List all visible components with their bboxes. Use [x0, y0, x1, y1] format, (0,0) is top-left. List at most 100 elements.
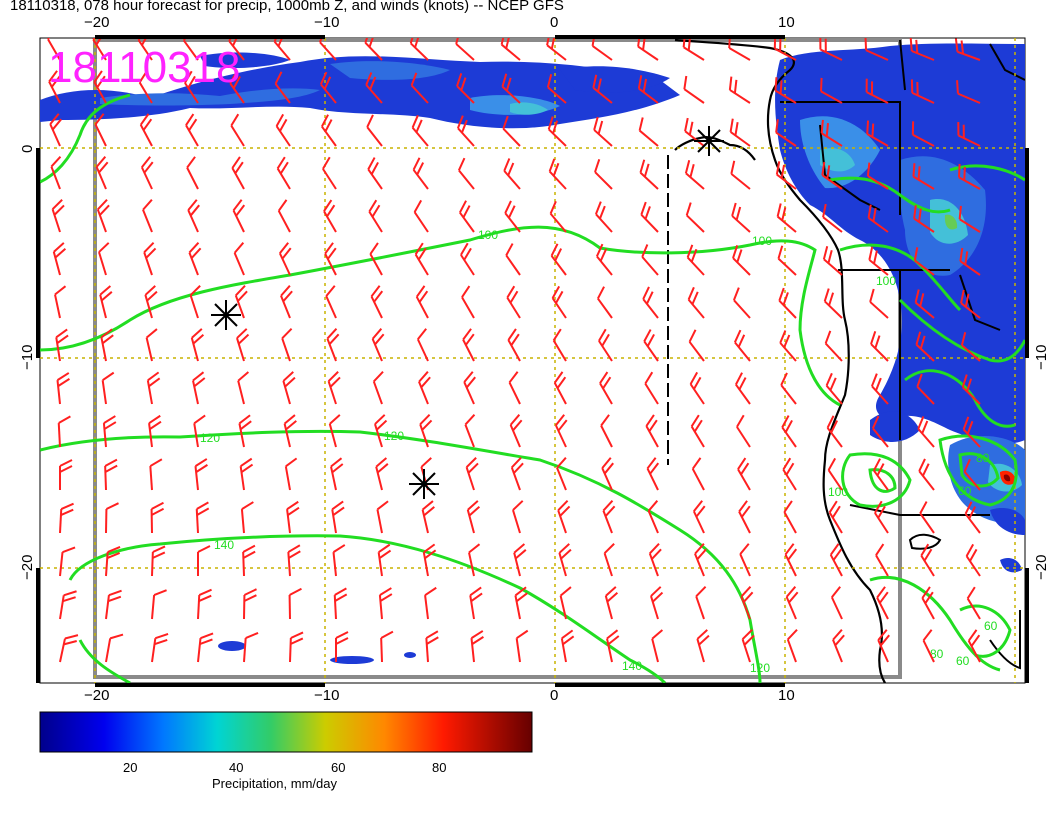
- wind-barb: [781, 415, 797, 448]
- lat-tick-label: −10: [19, 345, 36, 370]
- wind-barb: [546, 38, 567, 61]
- wind-barb: [557, 500, 571, 534]
- wind-barb: [470, 630, 484, 663]
- wind-barb: [148, 414, 162, 448]
- wind-barb: [364, 38, 383, 61]
- wind-barb: [865, 78, 889, 104]
- wind-barb: [59, 459, 73, 490]
- wind-barb: [823, 288, 843, 319]
- wind-barb: [370, 285, 384, 319]
- wind-barb: [509, 414, 523, 448]
- wind-barb: [366, 114, 383, 147]
- wind-barb: [456, 72, 475, 104]
- wind-barb: [913, 205, 935, 233]
- wind-barb: [243, 588, 257, 620]
- contour-label: 120: [750, 661, 770, 675]
- wind-barb: [960, 332, 981, 362]
- wind-barb: [603, 543, 615, 577]
- wind-barb: [501, 73, 521, 104]
- colorbar-tick: 40: [229, 760, 243, 775]
- wind-barb: [512, 500, 524, 534]
- wind-barb: [92, 38, 107, 61]
- wind-barb: [197, 632, 214, 663]
- wind-barb: [333, 587, 348, 620]
- wind-barb: [466, 500, 481, 534]
- wind-barb: [739, 543, 751, 577]
- wind-barb: [143, 242, 157, 276]
- forecast-stamp: 18110318: [48, 43, 241, 92]
- wind-barb: [638, 117, 659, 147]
- wind-barb: [960, 289, 981, 319]
- axis-bars: [36, 35, 1029, 687]
- wind-barb: [372, 371, 384, 405]
- wind-barb: [185, 113, 199, 147]
- wind-barb: [327, 371, 341, 405]
- wind-barb: [591, 38, 613, 61]
- wind-barb: [637, 75, 659, 104]
- wind-barb: [49, 113, 62, 147]
- wind-barb: [642, 286, 659, 319]
- wind-barb: [918, 458, 935, 491]
- wind-barb: [646, 457, 660, 491]
- wind-barb: [967, 629, 981, 663]
- wind-barb: [229, 71, 245, 104]
- wind-barb: [139, 113, 153, 147]
- wind-barb: [228, 38, 245, 61]
- wind-barb: [289, 631, 304, 663]
- wind-barb: [186, 156, 199, 190]
- contour-label: 100: [828, 485, 848, 499]
- wind-barb: [425, 630, 439, 663]
- wind-barb: [645, 414, 659, 448]
- wind-barb: [735, 372, 751, 405]
- lat-lon-grid: [40, 38, 1025, 683]
- wind-barb: [380, 630, 394, 663]
- wind-barb: [287, 544, 301, 577]
- wind-barb: [151, 633, 169, 663]
- wind-barb: [553, 371, 567, 405]
- wind-barb: [864, 38, 889, 61]
- wind-barb: [733, 287, 751, 319]
- lon-tick-label: −20: [84, 687, 109, 704]
- wind-barb: [916, 373, 935, 405]
- wind-barb: [238, 414, 252, 448]
- wind-barb: [378, 587, 393, 620]
- wind-barb: [461, 285, 475, 319]
- wind-barb: [424, 586, 437, 620]
- wind-barb: [421, 500, 435, 534]
- wind-barb: [151, 589, 167, 620]
- wind-barb: [689, 371, 705, 405]
- wind-barb: [866, 120, 889, 147]
- wind-barb: [876, 586, 889, 620]
- wind-barb: [52, 242, 67, 276]
- wind-barb: [691, 457, 705, 491]
- wind-barb: [957, 122, 981, 147]
- wind-barb: [913, 247, 935, 276]
- wind-barb: [365, 72, 383, 104]
- wind-barb: [830, 586, 843, 620]
- wind-barb: [463, 371, 476, 405]
- wind-barb: [278, 242, 292, 276]
- wind-barb: [94, 113, 107, 147]
- wind-barb: [594, 158, 613, 190]
- wind-barb: [411, 114, 429, 147]
- wind-barb: [101, 371, 115, 405]
- lat-tick-label: −20: [19, 555, 36, 580]
- wind-barb: [237, 371, 250, 405]
- wind-barb: [773, 38, 797, 61]
- wind-barb: [276, 156, 291, 190]
- wind-barb: [104, 458, 118, 491]
- wind-barb: [505, 243, 521, 276]
- wind-barb: [184, 70, 199, 104]
- wind-barb: [369, 242, 383, 276]
- wind-barb: [599, 371, 613, 405]
- wind-barb: [105, 633, 124, 663]
- wind-barb: [775, 119, 797, 147]
- wind-barb: [48, 70, 61, 104]
- wind-barb: [150, 501, 165, 534]
- wind-barb: [409, 38, 429, 61]
- wind-barb: [231, 156, 245, 190]
- wind-barb: [682, 38, 705, 61]
- wind-barb: [513, 543, 527, 577]
- wind-barb: [549, 200, 567, 233]
- wind-barb: [595, 243, 613, 276]
